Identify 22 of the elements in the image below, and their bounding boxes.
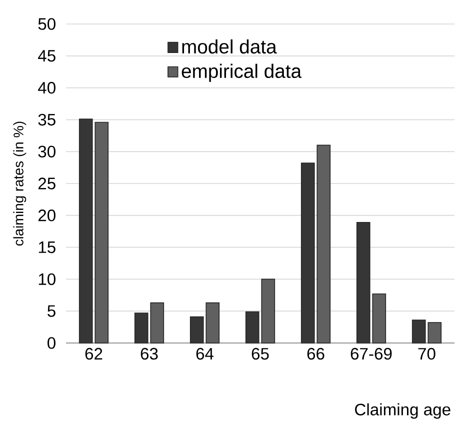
y-tick-label: 25 [38,178,56,190]
x-tick-label: 62 [85,348,102,360]
x-tick-label: 63 [140,348,158,360]
x-tick-label: 66 [307,348,324,360]
y-tick-label: 5 [48,305,56,317]
legend-label: empirical data [182,64,302,82]
y-tick-label: 40 [38,82,56,94]
x-tick-label: 67-69 [350,348,392,360]
x-tick-label: 65 [252,348,269,360]
y-tick-label: 15 [38,242,56,254]
x-tick-label: 64 [196,348,214,360]
y-tick-label: 30 [38,146,56,158]
y-tick-label: 50 [38,18,56,30]
y-tick-label: 10 [38,273,56,286]
y-tick-label: 35 [38,114,56,126]
x-axis-title: Claiming age [355,403,450,419]
y-tick-label: 0 [48,337,56,349]
y-tick-label: 45 [38,50,56,62]
y-tick-label: 20 [38,210,56,222]
legend-label: model data [182,39,277,54]
y-axis-title: claiming rates (in %) [13,122,26,246]
x-tick-label: 70 [418,348,436,360]
